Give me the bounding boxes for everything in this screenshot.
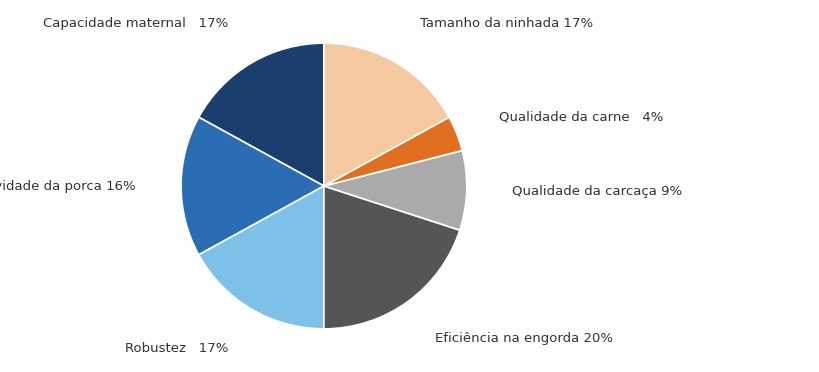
Text: Capacidade maternal   17%: Capacidade maternal 17% — [43, 17, 228, 30]
Text: Longevidade da porca 16%: Longevidade da porca 16% — [0, 180, 135, 192]
Text: Tamanho da ninhada 17%: Tamanho da ninhada 17% — [419, 17, 592, 30]
Text: Qualidade da carne   4%: Qualidade da carne 4% — [499, 110, 663, 123]
Text: Robustez   17%: Robustez 17% — [124, 342, 228, 355]
Wedge shape — [324, 186, 459, 329]
Wedge shape — [198, 186, 324, 329]
Text: Qualidade da carcaça 9%: Qualidade da carcaça 9% — [512, 185, 681, 198]
Wedge shape — [324, 43, 449, 186]
Wedge shape — [324, 151, 466, 230]
Wedge shape — [324, 117, 462, 186]
Text: Eficiência na engorda 20%: Eficiência na engorda 20% — [434, 332, 612, 345]
Wedge shape — [181, 117, 324, 255]
Wedge shape — [198, 43, 324, 186]
